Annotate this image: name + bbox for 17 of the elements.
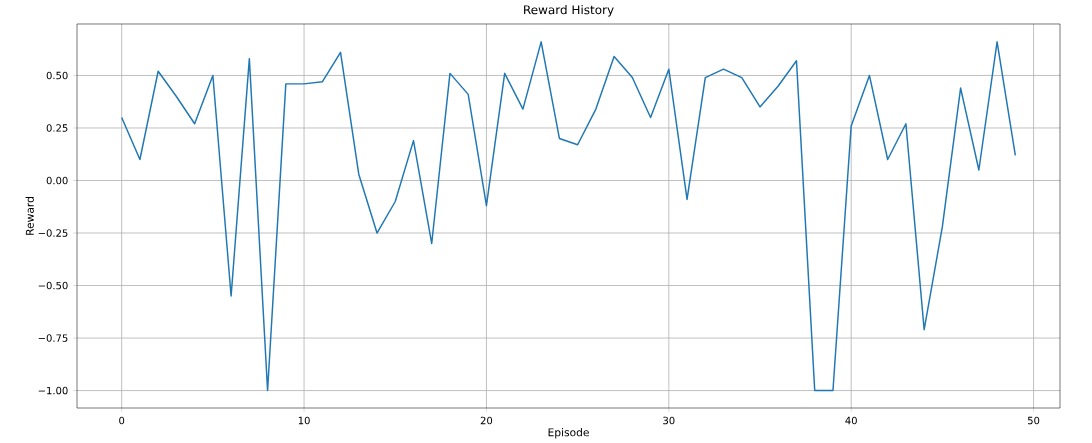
y-tick-label: −0.50 <box>38 281 68 290</box>
x-tick-label: 20 <box>480 416 493 425</box>
x-tick-label: 0 <box>119 416 125 425</box>
x-tick-label: 30 <box>663 416 675 425</box>
x-tick-label: 10 <box>298 416 310 425</box>
y-axis-title: Reward <box>25 197 34 235</box>
y-tick-label: 0.25 <box>46 124 68 132</box>
y-tick-label: 0.50 <box>46 71 68 80</box>
y-tick-label: −0.25 <box>38 229 68 237</box>
line-series <box>120 41 1017 392</box>
chart-title: Reward History <box>524 5 614 17</box>
y-tick-label: −0.75 <box>38 334 68 342</box>
x-tick-label: 50 <box>1027 416 1040 425</box>
y-tick-label: 0.00 <box>46 176 68 185</box>
y-tick-label: −1.00 <box>38 386 68 395</box>
x-tick-label: 40 <box>845 416 857 425</box>
x-axis-title: Episode <box>548 428 589 439</box>
